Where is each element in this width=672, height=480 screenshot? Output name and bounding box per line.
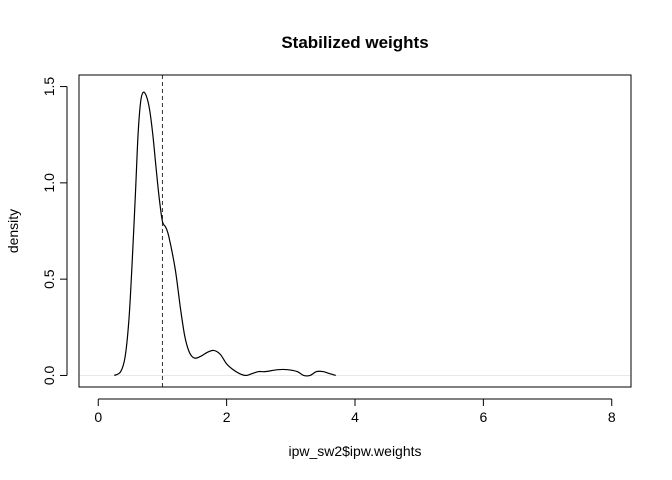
y-tick-label: 1.0 [41,173,57,193]
plot-frame [78,74,632,388]
y-axis-label: density [5,209,21,253]
y-tick-label: 1.5 [41,77,57,97]
x-tick-label: 2 [223,409,231,425]
y-tick-label: 0.0 [41,366,57,386]
x-tick-label: 8 [608,409,616,425]
x-tick-label: 4 [351,409,359,425]
x-tick-label: 0 [94,409,102,425]
x-tick-label: 6 [479,409,487,425]
x-axis-label: ipw_sw2$ipw.weights [288,443,421,459]
chart-title: Stabilized weights [281,33,428,52]
y-tick-label: 0.5 [41,269,57,289]
density-curve [113,91,336,377]
chart-content: 0 2 4 6 8 0.0 0.5 1.0 1.5 [41,74,632,425]
